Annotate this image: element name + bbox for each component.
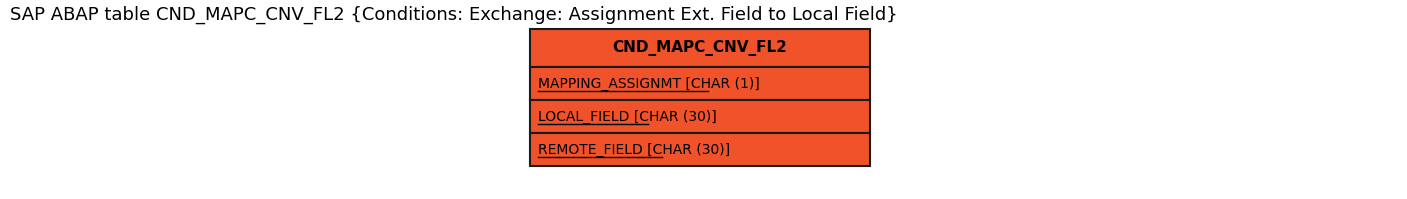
Bar (530, 100, 870, 133)
Bar (530, 29, 870, 67)
Text: REMOTE_FIELD [CHAR (30)]: REMOTE_FIELD [CHAR (30)] (537, 142, 730, 157)
Text: SAP ABAP table CND_MAPC_CNV_FL2 {Conditions: Exchange: Assignment Ext. Field to : SAP ABAP table CND_MAPC_CNV_FL2 {Conditi… (10, 6, 898, 24)
Text: MAPPING_ASSIGNMT [CHAR (1)]: MAPPING_ASSIGNMT [CHAR (1)] (537, 76, 760, 91)
Text: CND_MAPC_CNV_FL2: CND_MAPC_CNV_FL2 (612, 40, 788, 56)
Bar (530, 133, 870, 166)
Bar (530, 67, 870, 100)
Text: LOCAL_FIELD [CHAR (30)]: LOCAL_FIELD [CHAR (30)] (537, 109, 716, 124)
